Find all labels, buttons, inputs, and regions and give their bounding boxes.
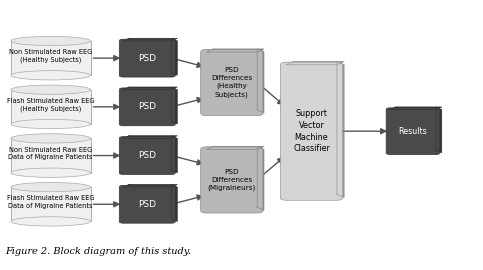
FancyBboxPatch shape: [119, 185, 175, 223]
Text: Figure 2. Block diagram of this study.: Figure 2. Block diagram of this study.: [5, 247, 191, 256]
Bar: [11, 139, 91, 173]
FancyBboxPatch shape: [201, 49, 263, 116]
Text: Non Stimulated Raw EEG
(Healthy Subjects): Non Stimulated Raw EEG (Healthy Subjects…: [9, 49, 92, 63]
Bar: [11, 41, 91, 75]
Text: PSD: PSD: [138, 200, 156, 209]
Text: Support
Vector
Machine
Classifier: Support Vector Machine Classifier: [293, 109, 330, 153]
Text: PSD: PSD: [138, 54, 156, 63]
Polygon shape: [123, 87, 177, 90]
Polygon shape: [436, 107, 441, 153]
Text: Flash Stimulated Raw EEG
(Healthy Subjects): Flash Stimulated Raw EEG (Healthy Subjec…: [7, 98, 95, 112]
Ellipse shape: [11, 36, 91, 46]
FancyBboxPatch shape: [201, 147, 263, 213]
Text: PSD: PSD: [138, 151, 156, 160]
Ellipse shape: [11, 85, 91, 94]
Ellipse shape: [11, 168, 91, 177]
Text: PSD
Differences
(Migraineurs): PSD Differences (Migraineurs): [208, 169, 256, 191]
FancyBboxPatch shape: [119, 39, 175, 77]
Text: PSD: PSD: [138, 102, 156, 111]
Polygon shape: [207, 146, 264, 150]
Polygon shape: [257, 146, 264, 210]
Text: Results: Results: [398, 127, 427, 136]
Bar: [11, 90, 91, 124]
Text: Non Stimulated Raw EEG
Data of Migraine Patients: Non Stimulated Raw EEG Data of Migraine …: [9, 147, 93, 160]
Bar: [11, 187, 91, 221]
FancyBboxPatch shape: [119, 137, 175, 174]
Polygon shape: [171, 38, 177, 75]
Text: Flash Stimulated Raw EEG
Data of Migraine Patients: Flash Stimulated Raw EEG Data of Migrain…: [7, 195, 95, 209]
Ellipse shape: [11, 217, 91, 226]
Polygon shape: [257, 49, 264, 113]
Polygon shape: [286, 62, 344, 65]
Polygon shape: [123, 136, 177, 139]
Polygon shape: [390, 107, 441, 110]
FancyBboxPatch shape: [281, 62, 343, 200]
Text: PSD
Differences
(Healthy
Subjects): PSD Differences (Healthy Subjects): [211, 67, 253, 98]
Ellipse shape: [11, 183, 91, 192]
Polygon shape: [171, 184, 177, 221]
FancyBboxPatch shape: [119, 88, 175, 126]
Polygon shape: [123, 184, 177, 187]
Ellipse shape: [11, 134, 91, 143]
FancyBboxPatch shape: [386, 108, 440, 154]
Ellipse shape: [11, 71, 91, 80]
Polygon shape: [171, 87, 177, 124]
Polygon shape: [171, 136, 177, 173]
Polygon shape: [123, 38, 177, 41]
Polygon shape: [207, 49, 264, 52]
Polygon shape: [337, 62, 344, 198]
Ellipse shape: [11, 119, 91, 129]
